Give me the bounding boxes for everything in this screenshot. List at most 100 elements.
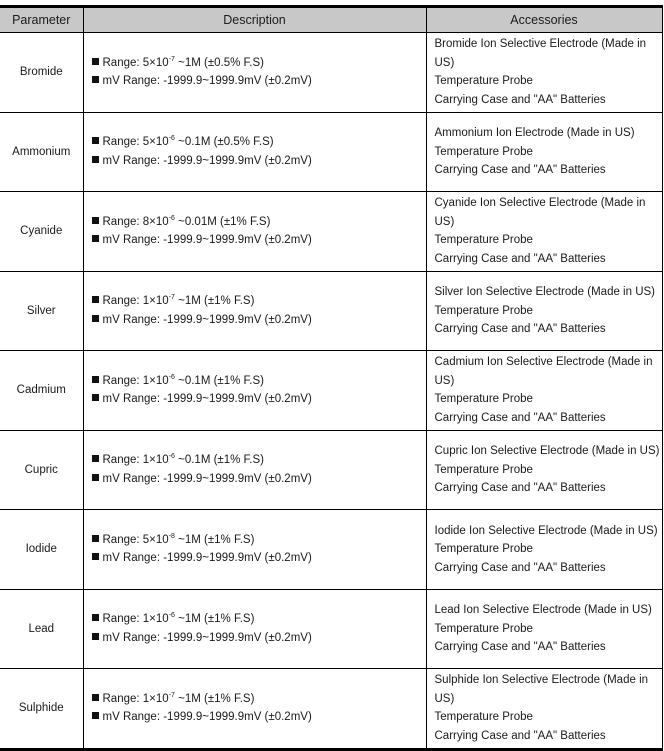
mv-range-text: mV Range: -1999.9~1999.9mV (±0.2mV)	[102, 472, 312, 485]
range-text: Range: 5×10	[102, 136, 169, 149]
accessories-cell: Cadmium Ion Selective Electrode (Made in…	[425, 350, 663, 431]
description-cell: Range: 1×10-6 ~1M (±1% F.S) mV Range: -1…	[82, 588, 427, 669]
range-exponent: -7	[168, 55, 175, 63]
table-row: Cupric Range: 1×10-6 ~0.1M (±1% F.S) mV …	[0, 429, 663, 510]
bullet-square-icon	[91, 57, 99, 65]
bullet-square-icon	[91, 76, 99, 84]
accessories-cell: Iodide Ion Selective Electrode (Made in …	[425, 509, 663, 590]
accessory-item: Ammonium Ion Electrode (Made in US)	[434, 127, 635, 139]
accessory-item: Carrying Case and "AA" Batteries	[434, 561, 606, 574]
mv-range-line: mV Range: -1999.9~1999.9mV (±0.2mV)	[91, 549, 425, 568]
parameter-cell: Cyanide	[0, 191, 84, 272]
mv-range-text: mV Range: -1999.9~1999.9mV (±0.2mV)	[102, 552, 312, 565]
accessory-item: Temperature Probe	[434, 711, 533, 724]
range-exponent: -8	[168, 532, 175, 540]
mv-range-line: mV Range: -1999.9~1999.9mV (±0.2mV)	[91, 311, 425, 330]
range-text: Range: 1×10	[102, 692, 169, 705]
accessory-item: Temperature Probe	[434, 234, 533, 247]
range-line: Range: 1×10-6 ~0.1M (±1% F.S)	[91, 451, 425, 470]
accessories-cell: Cupric Ion Selective Electrode (Made in …	[425, 429, 663, 510]
range-line: Range: 1×10-6 ~1M (±1% F.S)	[91, 610, 425, 629]
range-exponent: -7	[168, 294, 175, 302]
range-text: Range: 5×10	[102, 56, 169, 69]
accessory-item: Cadmium Ion Selective Electrode (Made in…	[434, 356, 653, 387]
bullet-square-icon	[91, 235, 99, 243]
parameter-cell: Ammonium	[0, 111, 84, 192]
description-cell: Range: 5×10-7 ~1M (±0.5% F.S) mV Range: …	[82, 32, 427, 113]
range-line: Range: 1×10-7 ~1M (±1% F.S)	[91, 690, 425, 709]
bullet-square-icon	[91, 394, 99, 402]
parameter-cell: Silver	[0, 270, 84, 351]
range-text-suffix: ~1M (±1% F.S)	[174, 692, 255, 705]
table-row: Ammonium Range: 5×10-6 ~0.1M (±0.5% F.S)…	[0, 111, 663, 192]
mv-range-text: mV Range: -1999.9~1999.9mV (±0.2mV)	[102, 234, 312, 247]
bullet-square-icon	[91, 155, 99, 163]
accessory-item: Lead Ion Selective Electrode (Made in US…	[434, 604, 652, 616]
accessory-item: Carrying Case and "AA" Batteries	[434, 641, 606, 653]
range-text: Range: 1×10	[102, 374, 169, 387]
bullet-square-icon	[91, 216, 99, 224]
parameter-cell: Cadmium	[0, 350, 84, 431]
description-cell: Range: 8×10-6 ~0.01M (±1% F.S) mV Range:…	[82, 191, 427, 272]
mv-range-line: mV Range: -1999.9~1999.9mV (±0.2mV)	[91, 72, 425, 91]
mv-range-line: mV Range: -1999.9~1999.9mV (±0.2mV)	[91, 390, 425, 409]
table-row: Lead Range: 1×10-6 ~1M (±1% F.S) mV Rang…	[0, 588, 663, 669]
table-row: Silver Range: 1×10-7 ~1M (±1% F.S) mV Ra…	[0, 270, 663, 351]
accessory-item: Carrying Case and "AA" Batteries	[434, 252, 606, 265]
table-row: Bromide Range: 5×10-7 ~1M (±0.5% F.S) mV…	[0, 32, 663, 113]
accessory-item: Carrying Case and "AA" Batteries	[434, 323, 606, 335]
bullet-square-icon	[91, 314, 99, 322]
bullet-square-icon	[91, 712, 99, 720]
range-text: Range: 8×10	[102, 215, 169, 228]
description-cell: Range: 1×10-6 ~0.1M (±1% F.S) mV Range: …	[82, 429, 427, 510]
ion-meter-spec-table: Parameter Description Accessories Bromid…	[0, 5, 663, 751]
mv-range-text: mV Range: -1999.9~1999.9mV (±0.2mV)	[102, 711, 312, 724]
bullet-square-icon	[91, 375, 99, 383]
accessory-item: Temperature Probe	[434, 463, 533, 476]
range-text-suffix: ~1M (±1% F.S)	[174, 533, 255, 546]
accessory-item: Cupric Ion Selective Electrode (Made in …	[434, 445, 660, 457]
range-text-suffix: ~0.1M (±0.5% F.S)	[174, 136, 274, 149]
mv-range-text: mV Range: -1999.9~1999.9mV (±0.2mV)	[102, 631, 312, 644]
header-description: Description	[82, 6, 427, 33]
bullet-square-icon	[91, 455, 99, 463]
mv-range-text: mV Range: -1999.9~1999.9mV (±0.2mV)	[102, 154, 312, 167]
description-cell: Range: 1×10-6 ~0.1M (±1% F.S) mV Range: …	[82, 350, 427, 431]
description-cell: Range: 5×10-8 ~1M (±1% F.S) mV Range: -1…	[82, 509, 427, 590]
accessory-item: Temperature Probe	[434, 543, 533, 555]
range-text-suffix: ~1M (±0.5% F.S)	[174, 56, 264, 69]
parameter-cell: Cupric	[0, 429, 84, 510]
range-line: Range: 1×10-7 ~1M (±1% F.S)	[91, 292, 425, 311]
bullet-square-icon	[91, 693, 99, 701]
table-row: Cyanide Range: 8×10-6 ~0.01M (±1% F.S) m…	[0, 191, 663, 272]
accessory-item: Carrying Case and "AA" Batteries	[434, 729, 606, 742]
bullet-square-icon	[91, 473, 99, 481]
bullet-square-icon	[91, 632, 99, 640]
range-text-suffix: ~0.1M (±1% F.S)	[174, 374, 264, 387]
range-exponent: -6	[168, 135, 175, 143]
parameter-cell: Bromide	[0, 32, 84, 113]
accessory-item: Silver Ion Selective Electrode (Made in …	[434, 286, 656, 298]
bullet-square-icon	[91, 553, 99, 561]
accessory-item: Carrying Case and "AA" Batteries	[434, 164, 606, 176]
range-text: Range: 1×10	[102, 454, 169, 467]
range-text-suffix: ~1M (±1% F.S)	[174, 295, 255, 308]
accessories-cell: Silver Ion Selective Electrode (Made in …	[425, 270, 663, 351]
range-exponent: -6	[168, 373, 175, 381]
range-line: Range: 8×10-6 ~0.01M (±1% F.S)	[91, 213, 425, 232]
mv-range-line: mV Range: -1999.9~1999.9mV (±0.2mV)	[91, 629, 425, 648]
accessory-item: Temperature Probe	[434, 304, 533, 317]
range-text: Range: 5×10	[102, 533, 169, 546]
mv-range-line: mV Range: -1999.9~1999.9mV (±0.2mV)	[91, 708, 425, 727]
accessory-item: Cyanide Ion Selective Electrode (Made in…	[434, 197, 646, 228]
mv-range-text: mV Range: -1999.9~1999.9mV (±0.2mV)	[102, 313, 312, 326]
accessory-item: Carrying Case and "AA" Batteries	[434, 411, 606, 424]
mv-range-line: mV Range: -1999.9~1999.9mV (±0.2mV)	[91, 470, 425, 489]
bullet-square-icon	[91, 137, 99, 145]
range-line: Range: 1×10-6 ~0.1M (±1% F.S)	[91, 372, 425, 391]
parameter-cell: Sulphide	[0, 668, 84, 750]
range-line: Range: 5×10-7 ~1M (±0.5% F.S)	[91, 54, 425, 73]
accessories-cell: Sulphide Ion Selective Electrode (Made i…	[425, 668, 663, 750]
bullet-square-icon	[91, 534, 99, 542]
range-line: Range: 5×10-6 ~0.1M (±0.5% F.S)	[91, 133, 425, 152]
